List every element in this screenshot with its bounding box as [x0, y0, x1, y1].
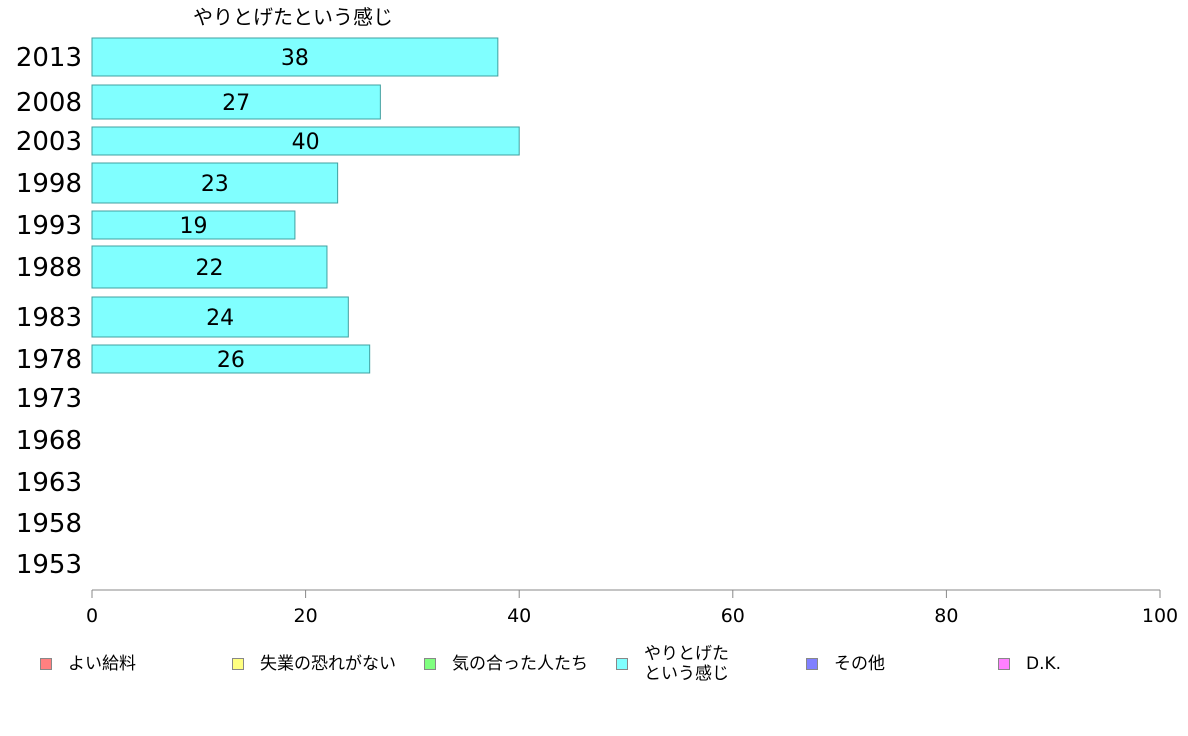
x-tick-label: 40: [507, 605, 531, 627]
data-label: 27: [222, 91, 250, 116]
y-tick-label: 2013: [16, 43, 82, 73]
y-tick-label: 1978: [16, 345, 82, 375]
data-label: 22: [195, 256, 223, 281]
bar: [91, 162, 339, 204]
y-tick-label: 2003: [16, 127, 82, 157]
x-tick-label: 0: [86, 605, 98, 627]
bar: [91, 296, 349, 338]
legend: よい給料 失業の恐れがない 気の合った人たち やりとげた という感じ その他 D…: [0, 640, 1188, 690]
legend-item-good-colleagues: 気の合った人たち: [424, 654, 588, 674]
y-tick-label: 1998: [16, 169, 82, 199]
legend-item-dk: D.K.: [998, 654, 1061, 674]
legend-item-job-security: 失業の恐れがない: [232, 654, 396, 674]
x-tick-label: 80: [934, 605, 958, 627]
data-label: 23: [201, 172, 229, 197]
y-tick-label: 2008: [16, 88, 82, 118]
legend-label: D.K.: [1026, 654, 1062, 674]
legend-swatch: [424, 658, 436, 670]
data-label: 38: [281, 46, 309, 71]
y-tick-label: 1988: [16, 253, 82, 283]
y-tick-label: 1973: [16, 384, 82, 414]
bar: [91, 37, 499, 77]
legend-label: 気の合った人たち: [452, 654, 588, 674]
legend-swatch: [232, 658, 244, 670]
legend-label: その他: [834, 654, 885, 674]
x-tick-label: 60: [721, 605, 745, 627]
legend-item-other: その他: [806, 654, 885, 674]
bar: [91, 344, 371, 374]
legend-label: よい給料: [68, 654, 136, 674]
data-label: 40: [292, 130, 320, 155]
legend-label: 失業の恐れがない: [260, 654, 396, 674]
y-tick-label: 1958: [16, 509, 82, 539]
x-axis: 0 20 40 60 80 100: [86, 589, 1178, 627]
data-label: 24: [206, 306, 234, 331]
bar-chart: やりとげたという感じ 38 27 40 23 19 22 24 26 2013 2008 2003…: [16, 5, 1178, 627]
legend-label: やりとげた という感じ: [644, 644, 729, 684]
data-label: 26: [217, 348, 245, 373]
legend-swatch: [998, 658, 1010, 670]
chart-title: やりとげたという感じ: [193, 5, 393, 29]
legend-swatch: [806, 658, 818, 670]
y-tick-label: 1953: [16, 550, 82, 580]
x-tick-label: 100: [1142, 605, 1178, 627]
legend-item-good-pay: よい給料: [40, 654, 136, 674]
legend-item-accomplishment: やりとげた という感じ: [616, 644, 729, 684]
bar: [91, 210, 296, 240]
y-tick-label: 1993: [16, 211, 82, 241]
y-tick-label: 1968: [16, 426, 82, 456]
x-tick-label: 20: [294, 605, 318, 627]
bar: [91, 84, 381, 120]
legend-swatch: [616, 658, 628, 670]
y-tick-label: 1963: [16, 468, 82, 498]
data-label: 19: [179, 214, 207, 239]
legend-swatch: [40, 658, 52, 670]
bar: [91, 245, 328, 289]
bar: [91, 126, 520, 156]
y-tick-label: 1983: [16, 303, 82, 333]
